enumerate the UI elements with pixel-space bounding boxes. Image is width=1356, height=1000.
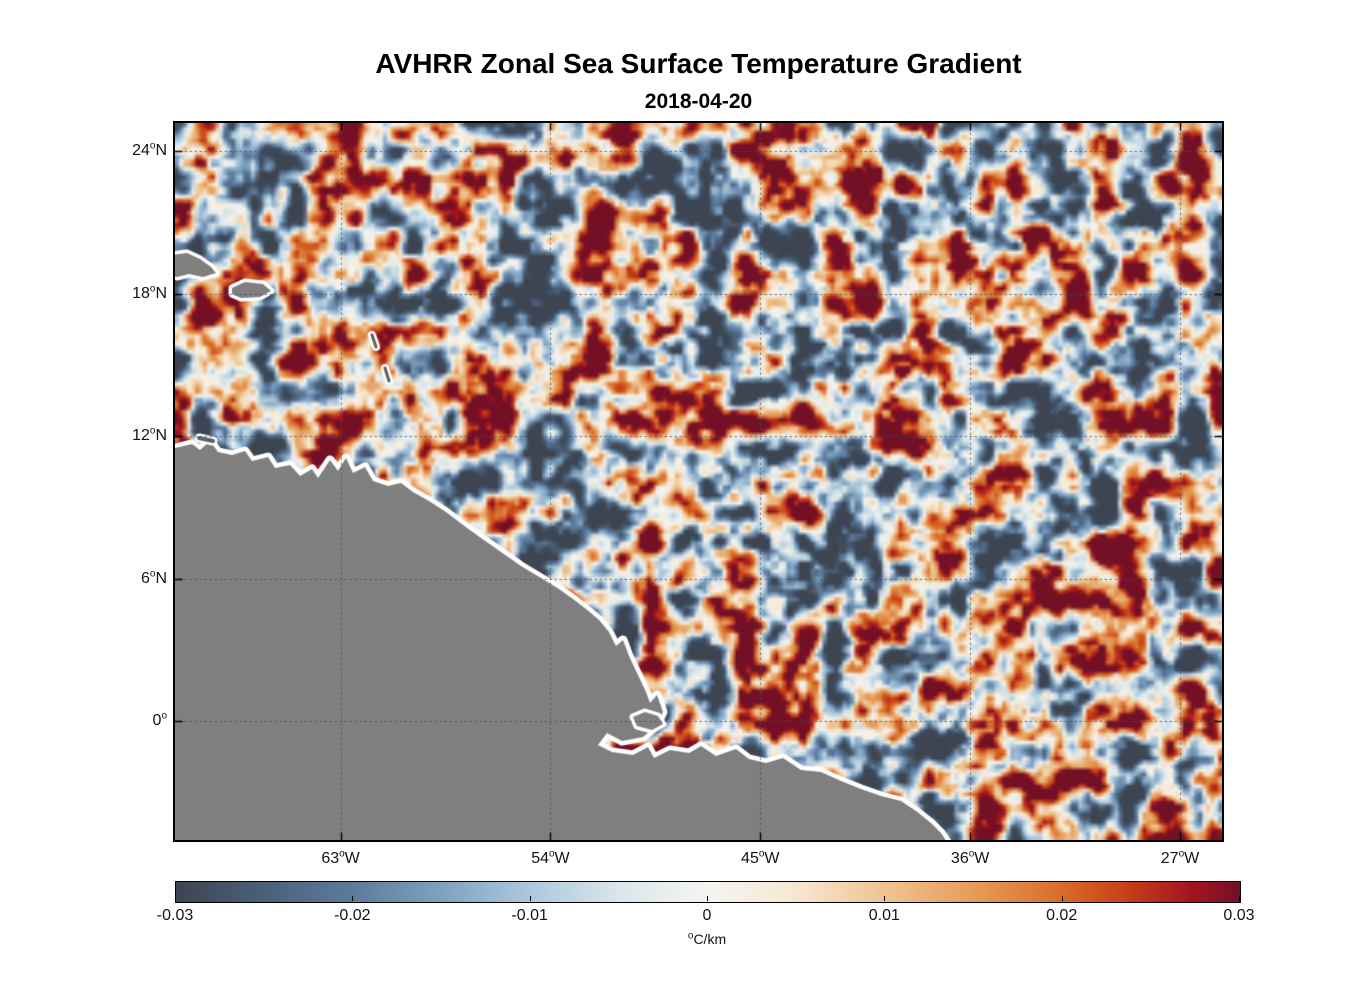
degree-superscript: o — [548, 848, 555, 860]
chart-title: AVHRR Zonal Sea Surface Temperature Grad… — [375, 48, 1022, 79]
degree-superscript: o — [687, 930, 694, 942]
y-axis-tick-label: 6oN — [95, 569, 167, 589]
tick-hemisphere: W — [1184, 850, 1200, 867]
x-axis-tick-label: 45oW — [720, 849, 800, 869]
degree-superscript: o — [1178, 848, 1185, 860]
y-axis-tick-label: 18oN — [95, 284, 167, 304]
colorbar-tick-label: -0.02 — [334, 907, 371, 924]
degree-superscript: o — [149, 426, 156, 438]
colorbar-unit-label: oC/km — [175, 931, 1239, 947]
colorbar — [175, 881, 1241, 903]
colorbar-tick-mark — [1061, 896, 1063, 901]
tick-hemisphere: W — [764, 850, 780, 867]
tick-hemisphere: W — [344, 850, 360, 867]
tick-hemisphere: W — [974, 850, 990, 867]
x-axis-tick-label: 27oW — [1140, 849, 1220, 869]
tick-value: 63 — [321, 850, 340, 867]
tick-value: 18 — [132, 284, 150, 302]
colorbar-tick-mark — [175, 896, 176, 901]
colorbar-tick-label: -0.01 — [511, 907, 548, 924]
tick-hemisphere: N — [155, 427, 167, 445]
colorbar-tick-label: 0.02 — [1046, 907, 1078, 924]
colorbar-tick-label: 0.01 — [868, 907, 900, 924]
degree-superscript: o — [149, 283, 156, 295]
tick-hemisphere: N — [155, 569, 167, 587]
chart-subtitle: 2018-04-20 — [644, 90, 753, 113]
degree-superscript: o — [149, 568, 156, 580]
tick-value: 12 — [132, 427, 150, 445]
colorbar-tick-label: -0.03 — [156, 907, 194, 924]
x-axis-tick-label: 63oW — [301, 849, 381, 869]
map-plot — [173, 121, 1224, 842]
tick-hemisphere: W — [554, 850, 570, 867]
x-axis-tick-label: 36oW — [930, 849, 1010, 869]
degree-superscript: o — [161, 710, 167, 722]
tick-value: 6 — [140, 569, 150, 587]
colorbar-tick-mark — [884, 896, 886, 901]
tick-value: 0 — [152, 712, 162, 730]
x-axis-tick-label: 54oW — [510, 849, 590, 869]
degree-superscript: o — [339, 848, 345, 860]
degree-superscript: o — [149, 141, 156, 153]
degree-superscript: o — [758, 848, 765, 860]
degree-superscript: o — [968, 848, 975, 860]
tick-value: 27 — [1160, 850, 1179, 867]
tick-hemisphere: N — [155, 284, 167, 302]
tick-value: 54 — [531, 850, 549, 867]
unit-text: C/km — [693, 931, 727, 947]
y-axis-tick-label: 24oN — [95, 141, 167, 161]
tick-value: 24 — [132, 142, 150, 160]
colorbar-tick-mark — [352, 896, 354, 901]
sst-gradient-field-canvas — [175, 123, 1222, 840]
colorbar-tick-mark — [1239, 896, 1240, 901]
y-axis-tick-label: 0o — [95, 711, 167, 731]
tick-value: 36 — [950, 850, 969, 867]
tick-hemisphere: N — [155, 142, 167, 160]
colorbar-tick-label: 0 — [702, 907, 712, 924]
colorbar-tick-mark — [529, 896, 531, 901]
y-axis-tick-label: 12oN — [95, 426, 167, 446]
tick-value: 45 — [741, 850, 759, 867]
colorbar-tick-label: 0.03 — [1223, 907, 1255, 924]
colorbar-tick-mark — [707, 896, 708, 901]
